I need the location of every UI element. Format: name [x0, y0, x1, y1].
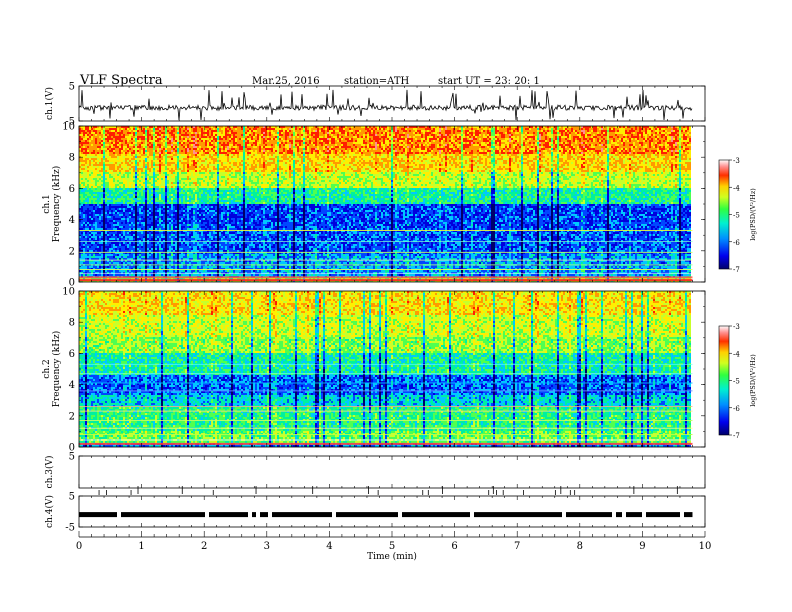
colorbar-2-tick-label: -5 — [733, 378, 740, 386]
colorbar-2-tick-label: -7 — [733, 432, 740, 440]
ch1-frequency-axis-label: Frequency (kHz) — [51, 166, 62, 243]
ch3-waveform-frame — [79, 456, 705, 488]
ch1-freq-tick-label: 6 — [69, 184, 75, 195]
ch4-y-tick-label: -5 — [65, 523, 75, 534]
colorbar-2-tick-label: -3 — [733, 323, 740, 331]
ch3-y-tick-label: 5 — [69, 452, 75, 463]
ch2-frequency-axis-label: Frequency (kHz) — [51, 331, 62, 408]
ch1-freq-tick-label: 8 — [69, 153, 75, 164]
ch1-waveform-line — [79, 90, 692, 120]
colorbar-1 — [719, 160, 729, 269]
ch1-spectrogram-channel-label: ch.1 — [42, 194, 52, 213]
ch1-y-tick-label: 5 — [69, 82, 75, 93]
colorbar-1-tick-label: -7 — [733, 266, 740, 274]
ch2-freq-tick-label: 4 — [69, 380, 75, 391]
ch4-y-tick-label: 5 — [69, 492, 75, 503]
ch4-waveform-line — [79, 512, 692, 517]
ch1-waveform-frame — [79, 86, 705, 121]
ch1-freq-tick-label: 2 — [69, 246, 75, 257]
colorbar-2-tick-label: -4 — [733, 350, 740, 358]
ch2-freq-tick-label: 10 — [62, 287, 75, 298]
x-tick-label: 7 — [514, 541, 520, 552]
ch2-freq-tick-label: 8 — [69, 318, 75, 329]
ch2-spectrogram-image — [79, 291, 692, 447]
ch4-waveform-frame — [79, 496, 705, 527]
vlf-spectra-figure: 0 1 2 3 4 5 6 7 8 9 10Time (min)5-5108642010864205… — [0, 0, 792, 612]
colorbar-2-label: log(PSD/(V²/Hz) — [749, 354, 757, 407]
ch1-y-axis-label: ch.1(V) — [44, 87, 55, 120]
colorbar-2-tick-label: -6 — [733, 405, 740, 413]
colorbar-1-tick-label: -4 — [733, 184, 740, 192]
x-tick-label: 4 — [326, 541, 332, 552]
ch2-freq-tick-label: 6 — [69, 349, 75, 360]
x-tick-label: 6 — [451, 541, 457, 552]
colorbar-1-tick-label: -3 — [733, 157, 740, 165]
ch2-spectrogram-channel-label: ch.2 — [42, 359, 52, 378]
x-tick-label: 5 — [389, 541, 395, 552]
x-tick-label: 0 — [76, 541, 82, 552]
ch1-spectrogram-image — [79, 126, 692, 282]
colorbar-1-tick-label: -6 — [733, 239, 740, 247]
x-tick-label: 3 — [264, 541, 270, 552]
ch4-y-axis-label: ch.4(V) — [44, 495, 55, 528]
ch2-freq-tick-label: 2 — [69, 411, 75, 422]
x-tick-label: 10 — [699, 541, 712, 552]
colorbar-1-label: log(PSD/(V²/Hz) — [749, 188, 757, 241]
x-axis-label: Time (min) — [367, 551, 417, 562]
x-tick-label: 8 — [577, 541, 583, 552]
ch1-freq-tick-label: 4 — [69, 215, 75, 226]
x-tick-label: 2 — [201, 541, 207, 552]
x-tick-label: 9 — [639, 541, 645, 552]
x-tick-label: 1 — [138, 541, 144, 552]
ch3-y-axis-label: ch.3(V) — [44, 456, 55, 489]
colorbar-2 — [719, 326, 729, 435]
colorbar-1-tick-label: -5 — [733, 212, 740, 220]
ch1-freq-tick-label: 10 — [62, 122, 75, 133]
